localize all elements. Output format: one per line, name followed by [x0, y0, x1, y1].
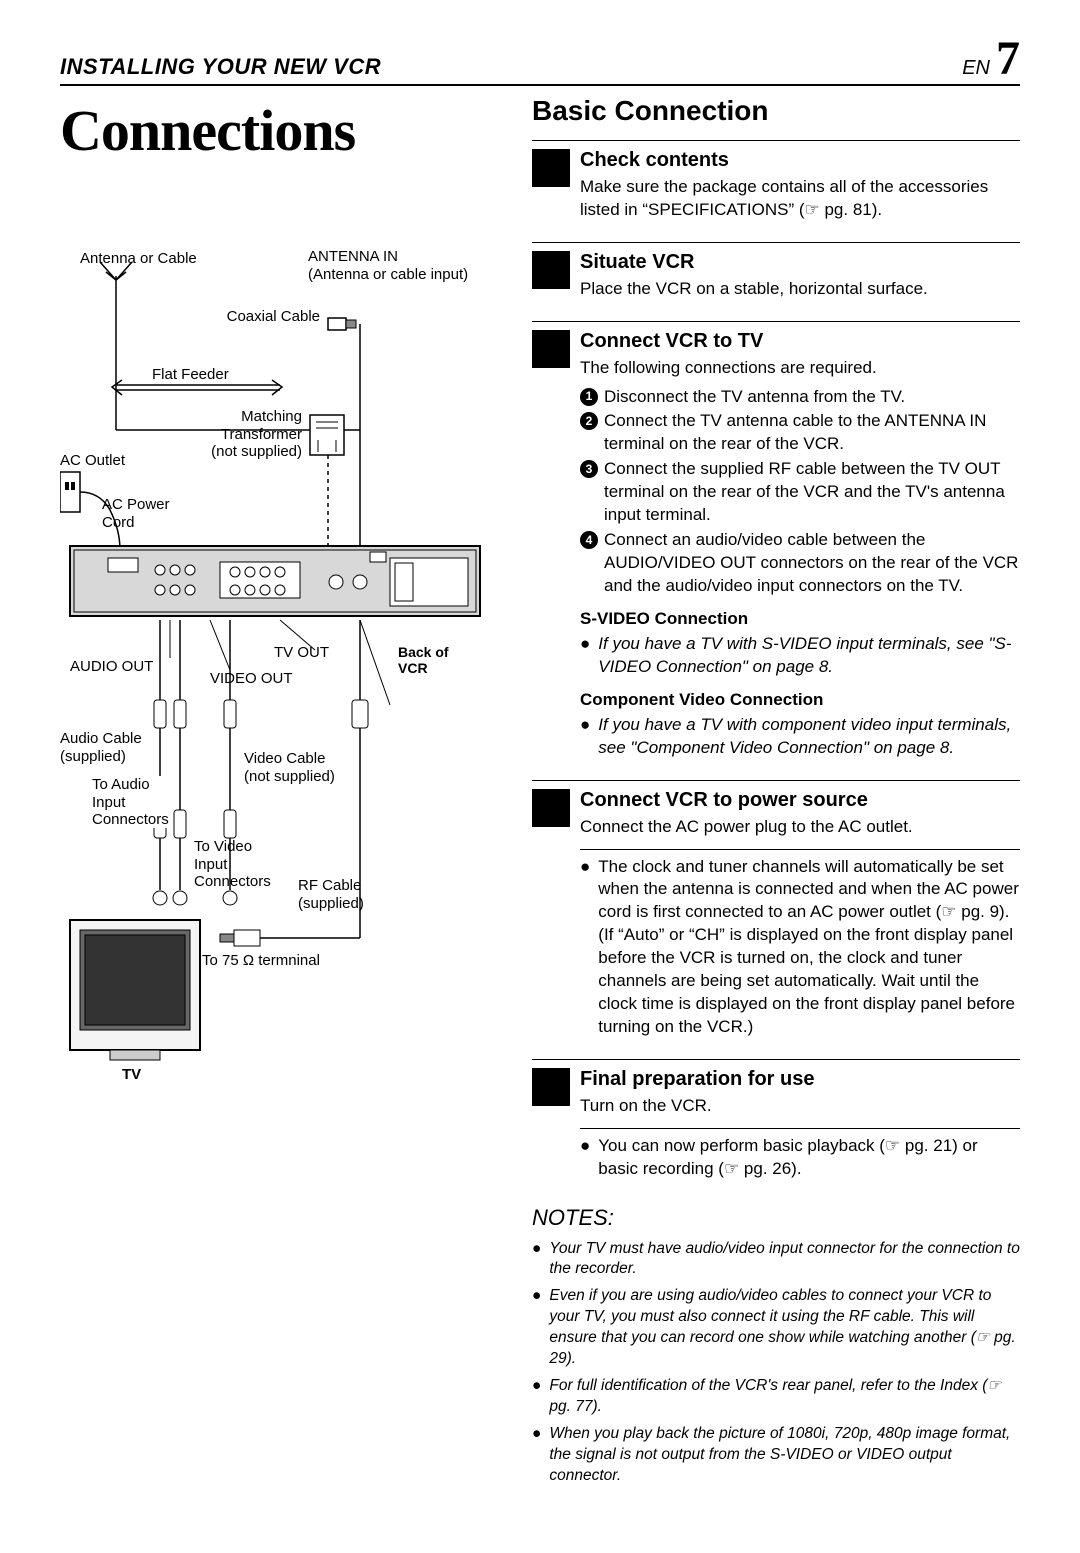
label-video-out: VIDEO OUT: [210, 670, 293, 687]
label-antenna-in: ANTENNA IN (Antenna or cable input): [308, 248, 468, 283]
label-to-video: To Video Input Connectors: [194, 838, 271, 890]
page-num: 7: [996, 40, 1020, 78]
label-transformer: Matching Transformer (not supplied): [190, 408, 302, 460]
step: Check contentsMake sure the package cont…: [532, 140, 1020, 222]
step: Situate VCRPlace the VCR on a stable, ho…: [532, 242, 1020, 301]
bullet-icon: ●: [532, 1424, 541, 1487]
after-note: ●You can now perform basic playback (☞ p…: [580, 1135, 1020, 1181]
step-title: Connect VCR to power source: [580, 787, 1020, 814]
numbered-item: 1Disconnect the TV antenna from the TV.: [580, 386, 1020, 409]
note-item: ●When you play back the picture of 1080i…: [532, 1424, 1020, 1487]
bullet-icon: ●: [580, 633, 590, 679]
separator: [580, 1128, 1020, 1129]
label-tv-out: TV OUT: [274, 644, 329, 661]
sub-heading: S-VIDEO Connection: [580, 608, 1020, 631]
note-item: ●Even if you are using audio/video cable…: [532, 1286, 1020, 1370]
step-text: Connect the AC power plug to the AC outl…: [580, 816, 1020, 839]
label-75ohm: To 75 Ω termninal: [202, 952, 320, 969]
label-back-of-vcr: Back of VCR: [398, 644, 449, 676]
bullet-icon: ●: [580, 856, 590, 879]
step-text: The following connections are required.: [580, 357, 1020, 380]
step-title: Check contents: [580, 147, 1020, 174]
step-title: Connect VCR to TV: [580, 328, 1020, 355]
label-flat-feeder: Flat Feeder: [152, 366, 229, 383]
notes-list: ●Your TV must have audio/video input con…: [532, 1239, 1020, 1487]
section-heading: Basic Connection: [532, 92, 1020, 130]
label-audio-cable: Audio Cable (supplied): [60, 730, 142, 765]
sub-heading: Component Video Connection: [580, 689, 1020, 712]
bullet-icon: ●: [580, 1135, 590, 1158]
label-audio-out: AUDIO OUT: [70, 658, 153, 675]
step-marker: [532, 251, 570, 289]
after-note: ●The clock and tuner channels will autom…: [580, 856, 1020, 1040]
label-ac-outlet: AC Outlet: [60, 452, 125, 469]
step-title: Situate VCR: [580, 249, 1020, 276]
bullet-icon: ●: [532, 1376, 541, 1418]
step-marker: [532, 789, 570, 827]
step-marker: [532, 149, 570, 187]
bullet-icon: ●: [532, 1286, 541, 1370]
note-item: ●For full identification of the VCR's re…: [532, 1376, 1020, 1418]
connection-diagram: Antenna or Cable ANTENNA IN (Antenna or …: [60, 250, 490, 1170]
label-to-audio: To Audio Input Connectors: [90, 776, 171, 828]
page-lang: EN: [962, 55, 990, 82]
bullet-icon: ●: [532, 1239, 541, 1281]
number-bullet-icon: 1: [580, 388, 598, 406]
number-bullet-icon: 4: [580, 531, 598, 549]
numbered-item: 2Connect the TV antenna cable to the ANT…: [580, 410, 1020, 456]
diagram-wires: [60, 250, 490, 1170]
separator: [580, 849, 1020, 850]
label-antenna: Antenna or Cable: [80, 250, 197, 267]
page-number: EN 7: [962, 40, 1020, 82]
sub-bullet: ●If you have a TV with S-VIDEO input ter…: [580, 633, 1020, 679]
sub-bullet: ●If you have a TV with component video i…: [580, 714, 1020, 760]
note-item: ●Your TV must have audio/video input con…: [532, 1239, 1020, 1281]
step-marker: [532, 1068, 570, 1106]
notes-heading: NOTES:: [532, 1203, 1020, 1233]
label-tv: TV: [122, 1066, 141, 1083]
page-header: INSTALLING YOUR NEW VCR EN 7: [60, 40, 1020, 86]
step-text: Make sure the package contains all of th…: [580, 176, 1020, 222]
step: Final preparation for useTurn on the VCR…: [532, 1059, 1020, 1181]
label-ac-cord: AC Power Cord: [102, 496, 170, 531]
number-bullet-icon: 3: [580, 460, 598, 478]
step-text: Turn on the VCR.: [580, 1095, 1020, 1118]
step: Connect VCR to TVThe following connectio…: [532, 321, 1020, 760]
main-heading: Connections: [60, 92, 490, 170]
step-marker: [532, 330, 570, 368]
numbered-item: 4Connect an audio/video cable between th…: [580, 529, 1020, 598]
step-title: Final preparation for use: [580, 1066, 1020, 1093]
chapter-title: INSTALLING YOUR NEW VCR: [60, 52, 381, 82]
step-text: Place the VCR on a stable, horizontal su…: [580, 278, 1020, 301]
bullet-icon: ●: [580, 714, 590, 760]
label-coaxial: Coaxial Cable: [210, 308, 320, 325]
step: Connect VCR to power sourceConnect the A…: [532, 780, 1020, 1039]
numbered-item: 3Connect the supplied RF cable between t…: [580, 458, 1020, 527]
label-video-cable: Video Cable (not supplied): [244, 750, 335, 785]
label-rf-cable: RF Cable (supplied): [298, 877, 364, 912]
number-bullet-icon: 2: [580, 412, 598, 430]
